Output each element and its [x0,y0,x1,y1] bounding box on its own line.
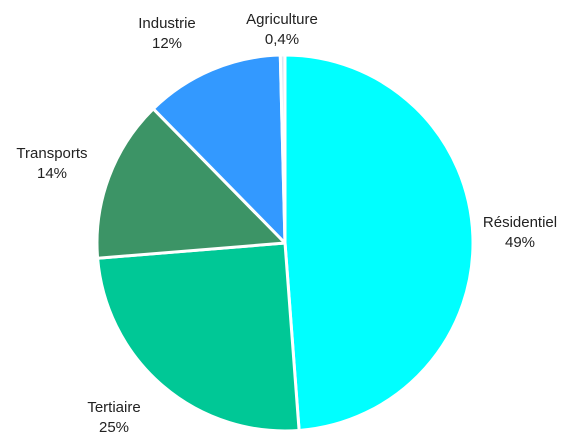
slice-label-agriculture: Agriculture [246,11,318,28]
pie-slice-agriculture [278,53,287,245]
slice-value-industrie: 12% [152,35,182,52]
slice-value-agriculture: 0,4% [265,31,299,48]
pie-slices [95,53,475,433]
slice-label-tertiaire: Tertiaire [87,399,140,416]
pie-labels: Résidentiel 49% Tertiaire 25% Transports 14% I… [16,11,557,436]
slice-label-residentiel: Résidentiel [483,214,557,231]
slice-label-industrie: Industrie [138,15,196,32]
pie-slice-tertiaire [96,241,301,433]
slice-label-transports: Transports [16,145,87,162]
slice-value-tertiaire: 25% [99,419,129,436]
pie-slice-residentiel [283,53,475,432]
slice-value-residentiel: 49% [505,234,535,251]
slice-value-transports: 14% [37,165,67,182]
pie-slice-industrie [151,53,287,245]
pie-slice-transports [95,107,287,260]
